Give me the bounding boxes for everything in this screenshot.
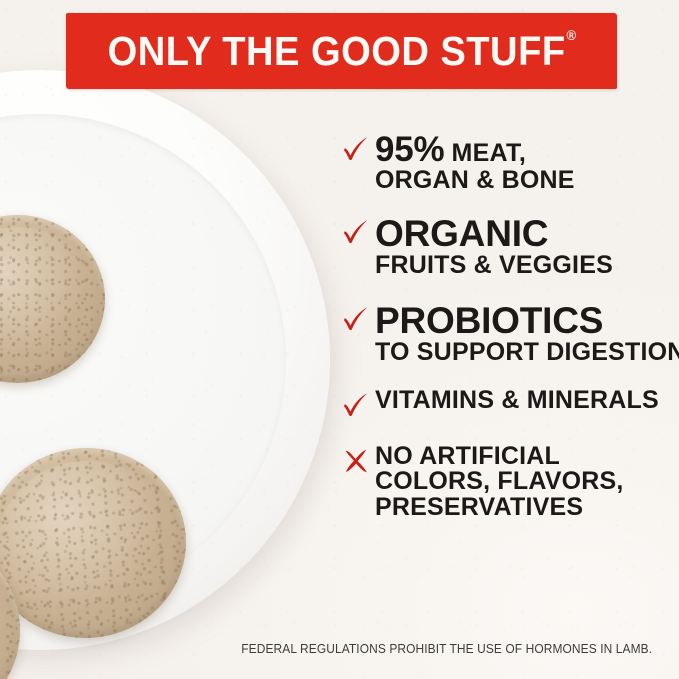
check-mark-icon <box>341 304 375 334</box>
banner-title-text: ONLY THE GOOD STUFF <box>107 27 566 74</box>
benefit-text: 95% MEAT, ORGAN & BONE <box>375 132 575 193</box>
check-mark-icon <box>341 217 375 247</box>
benefit-item-vitamins: VITAMINS & MINERALS <box>341 385 671 420</box>
benefit-item-probiotics: PROBIOTICS TO SUPPORT DIGESTION <box>341 302 679 365</box>
benefit-item-no-artificial: NO ARTIFICIAL COLORS, FLAVORS, PRESERVAT… <box>341 441 671 521</box>
benefit-line-2: FRUITS & VEGGIES <box>375 250 613 279</box>
food-patty <box>0 215 105 383</box>
benefit-item-organic: ORGANIC FRUITS & VEGGIES <box>341 215 671 278</box>
registered-trademark-icon: ® <box>566 26 577 43</box>
benefit-line-1: NO ARTIFICIAL <box>375 441 560 470</box>
benefit-line-1-rest: MEAT, <box>451 139 527 167</box>
benefit-line-2: COLORS, FLAVORS, <box>375 467 624 496</box>
headline-banner: ONLY THE GOOD STUFF® <box>66 13 617 89</box>
x-mark-icon <box>341 446 375 476</box>
check-mark-icon <box>341 390 375 420</box>
benefits-list: 95% MEAT, ORGAN & BONE ORGANIC FRUITS & V… <box>341 132 679 521</box>
footnote: FEDERAL REGULATIONS PROHIBIT THE USE OF … <box>241 641 653 656</box>
benefit-line-2: TO SUPPORT DIGESTION <box>375 338 679 367</box>
benefit-line-1: ORGANIC <box>375 213 549 255</box>
benefit-item-meat: 95% MEAT, ORGAN & BONE <box>341 132 671 193</box>
benefit-line-1: 95% MEAT, <box>375 132 575 168</box>
benefit-line-1: VITAMINS & MINERALS <box>375 385 659 414</box>
benefit-text: ORGANIC FRUITS & VEGGIES <box>375 215 613 278</box>
product-photo <box>0 70 330 679</box>
benefit-text: VITAMINS & MINERALS <box>375 385 659 414</box>
banner-title: ONLY THE GOOD STUFF® <box>107 27 576 74</box>
benefit-highlight: 95% <box>375 130 445 169</box>
benefit-text: PROBIOTICS TO SUPPORT DIGESTION <box>375 302 679 365</box>
benefit-text: NO ARTIFICIAL COLORS, FLAVORS, PRESERVAT… <box>375 441 624 521</box>
benefit-line-2: ORGAN & BONE <box>375 165 575 194</box>
benefit-line-1: PROBIOTICS <box>375 300 604 342</box>
check-mark-icon <box>341 134 375 164</box>
benefit-line-3: PRESERVATIVES <box>375 492 584 521</box>
